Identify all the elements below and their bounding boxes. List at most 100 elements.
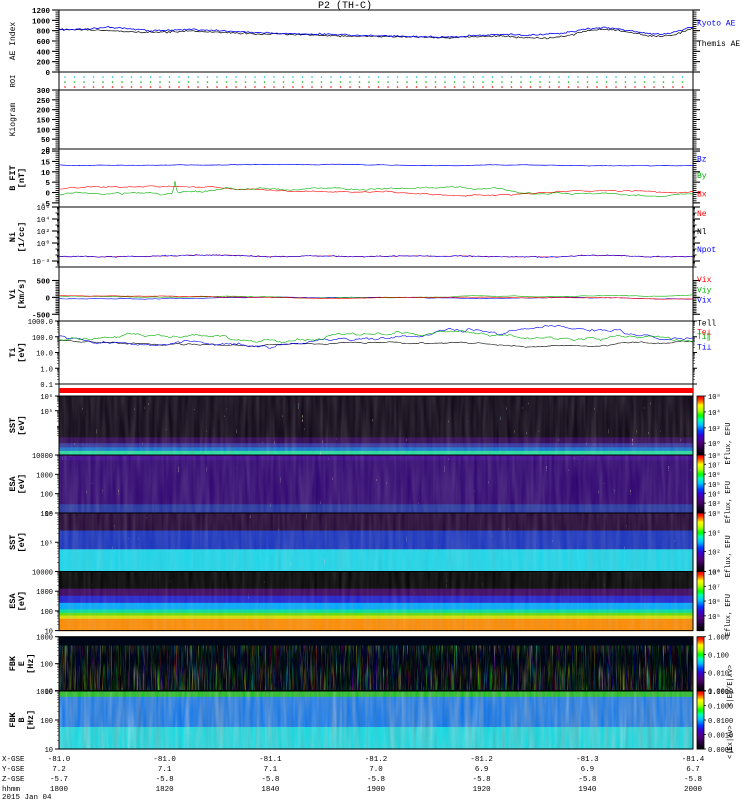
svg-text:200: 200 [36,60,50,68]
svg-text:600: 600 [36,39,50,47]
svg-text:Viy: Viy [697,286,712,295]
svg-text:Kiogram: Kiogram [9,103,18,137]
svg-text:0.100: 0.100 [708,652,729,660]
svg-text:-81.0: -81.0 [153,756,176,764]
svg-text:1800: 1800 [50,786,69,794]
svg-text:10⁴: 10⁴ [708,530,721,538]
svg-text:Vix: Vix [697,276,712,285]
svg-text:P2 (TH-C): P2 (TH-C) [318,0,372,12]
svg-text:10000: 10000 [32,570,53,578]
svg-text:[eV]: [eV] [17,591,27,611]
svg-text:Ne: Ne [697,210,707,219]
svg-text:Ti∥: Ti∥ [697,332,711,342]
svg-text:10⁶: 10⁶ [40,394,53,402]
svg-text:-81.2: -81.2 [470,756,493,764]
svg-text:2000: 2000 [684,786,703,794]
svg-text:500: 500 [36,279,50,287]
svg-text:[eV]: [eV] [17,532,27,552]
svg-text:6.9: 6.9 [475,766,489,774]
svg-text:100: 100 [40,718,53,726]
svg-text:10⁸: 10⁸ [708,570,721,578]
svg-text:10⁷: 10⁷ [708,462,721,470]
svg-text:1000: 1000 [36,689,53,697]
svg-text:100: 100 [40,492,53,500]
svg-text:AE Index: AE Index [9,22,18,61]
svg-text:10²: 10² [708,426,721,434]
svg-text:-5.8: -5.8 [367,776,385,784]
svg-text:Eflux, EFU: Eflux, EFU [725,422,733,464]
svg-text:7.1: 7.1 [158,766,172,774]
svg-text:10⁸: 10⁸ [708,511,721,519]
svg-text:1200: 1200 [32,8,51,16]
svg-text:By: By [697,172,707,181]
svg-text:Nl: Nl [697,228,707,237]
svg-text:100: 100 [40,609,53,617]
svg-text:-5.8: -5.8 [261,776,279,784]
svg-text:-81.1: -81.1 [259,756,282,764]
svg-text:Themis AE: Themis AE [697,40,740,49]
svg-text:Bx: Bx [697,191,707,200]
svg-text:6.7: 6.7 [686,766,700,774]
svg-text:10⁰: 10⁰ [708,440,721,449]
svg-text:1.0000: 1.0000 [708,689,733,697]
svg-text:[eV]: [eV] [17,415,27,435]
svg-text:0: 0 [45,70,50,78]
svg-text:10³: 10³ [708,501,721,509]
svg-text:-81.3: -81.3 [576,756,599,764]
svg-text:10: 10 [45,747,53,755]
svg-text:0.010: 0.010 [708,670,729,678]
svg-text:-81.2: -81.2 [365,756,388,764]
svg-text:-5.8: -5.8 [578,776,596,784]
svg-text:0.1: 0.1 [40,382,53,390]
svg-text:10²: 10² [36,228,50,237]
svg-text:6.9: 6.9 [581,766,595,774]
svg-text:200: 200 [36,108,50,116]
svg-text:10: 10 [41,170,51,178]
svg-text:[nT]: [nT] [17,168,27,188]
svg-text:1000: 1000 [36,589,53,597]
svg-text:10⁰: 10⁰ [36,240,50,249]
svg-text:Vix: Vix [697,296,712,305]
svg-text:0.1000: 0.1000 [708,704,733,712]
svg-text:Eflux, EFU: Eflux, EFU [725,535,733,577]
svg-text:10⁸: 10⁸ [708,394,721,402]
svg-text:150: 150 [36,118,50,126]
svg-text:10⁴: 10⁴ [36,216,50,225]
svg-text:1940: 1940 [578,786,597,794]
svg-text:2015 Jan 04: 2015 Jan 04 [2,794,52,800]
svg-text:[1/cc]: [1/cc] [17,222,27,253]
svg-text:<|Ex|∧v>: <|Ex|∧v> [727,725,735,759]
svg-text:10⁵: 10⁵ [708,614,721,622]
svg-text:[Hz]: [Hz] [26,710,36,730]
svg-text:hhmm: hhmm [2,786,21,794]
svg-text:250: 250 [36,98,50,106]
svg-text:10⁶: 10⁶ [40,511,53,519]
svg-text:100: 100 [40,662,53,670]
svg-text:Ti⊥: Ti⊥ [697,343,712,352]
svg-text:10⁴: 10⁴ [708,491,721,499]
svg-text:-5.7: -5.7 [50,776,68,784]
svg-text:10⁵: 10⁵ [40,540,53,548]
svg-text:1000.0: 1000.0 [28,319,53,327]
svg-text:5: 5 [45,180,50,188]
svg-text:10⁷: 10⁷ [708,584,721,592]
svg-text:[eV]: [eV] [17,474,27,494]
svg-text:100: 100 [36,127,50,135]
svg-text:10⁵: 10⁵ [40,409,53,417]
svg-text:1840: 1840 [261,786,280,794]
svg-text:10000: 10000 [32,453,53,461]
svg-text:Bz: Bz [697,155,707,164]
svg-text:1000: 1000 [36,635,53,643]
svg-text:Kyoto AE: Kyoto AE [697,20,736,29]
svg-text:1.000: 1.000 [708,635,729,643]
svg-text:Y-GSE: Y-GSE [2,766,25,774]
svg-text:1900: 1900 [367,786,386,794]
svg-text:10²: 10² [708,550,721,558]
svg-text:10⁶: 10⁶ [36,204,50,213]
svg-text:[km/s]: [km/s] [17,279,27,310]
svg-text:[eV]: [eV] [17,342,27,362]
svg-text:1820: 1820 [156,786,175,794]
svg-text:X-GSE: X-GSE [2,756,25,764]
svg-text:0.0100: 0.0100 [708,718,733,726]
svg-text:10⁶: 10⁶ [708,599,721,607]
